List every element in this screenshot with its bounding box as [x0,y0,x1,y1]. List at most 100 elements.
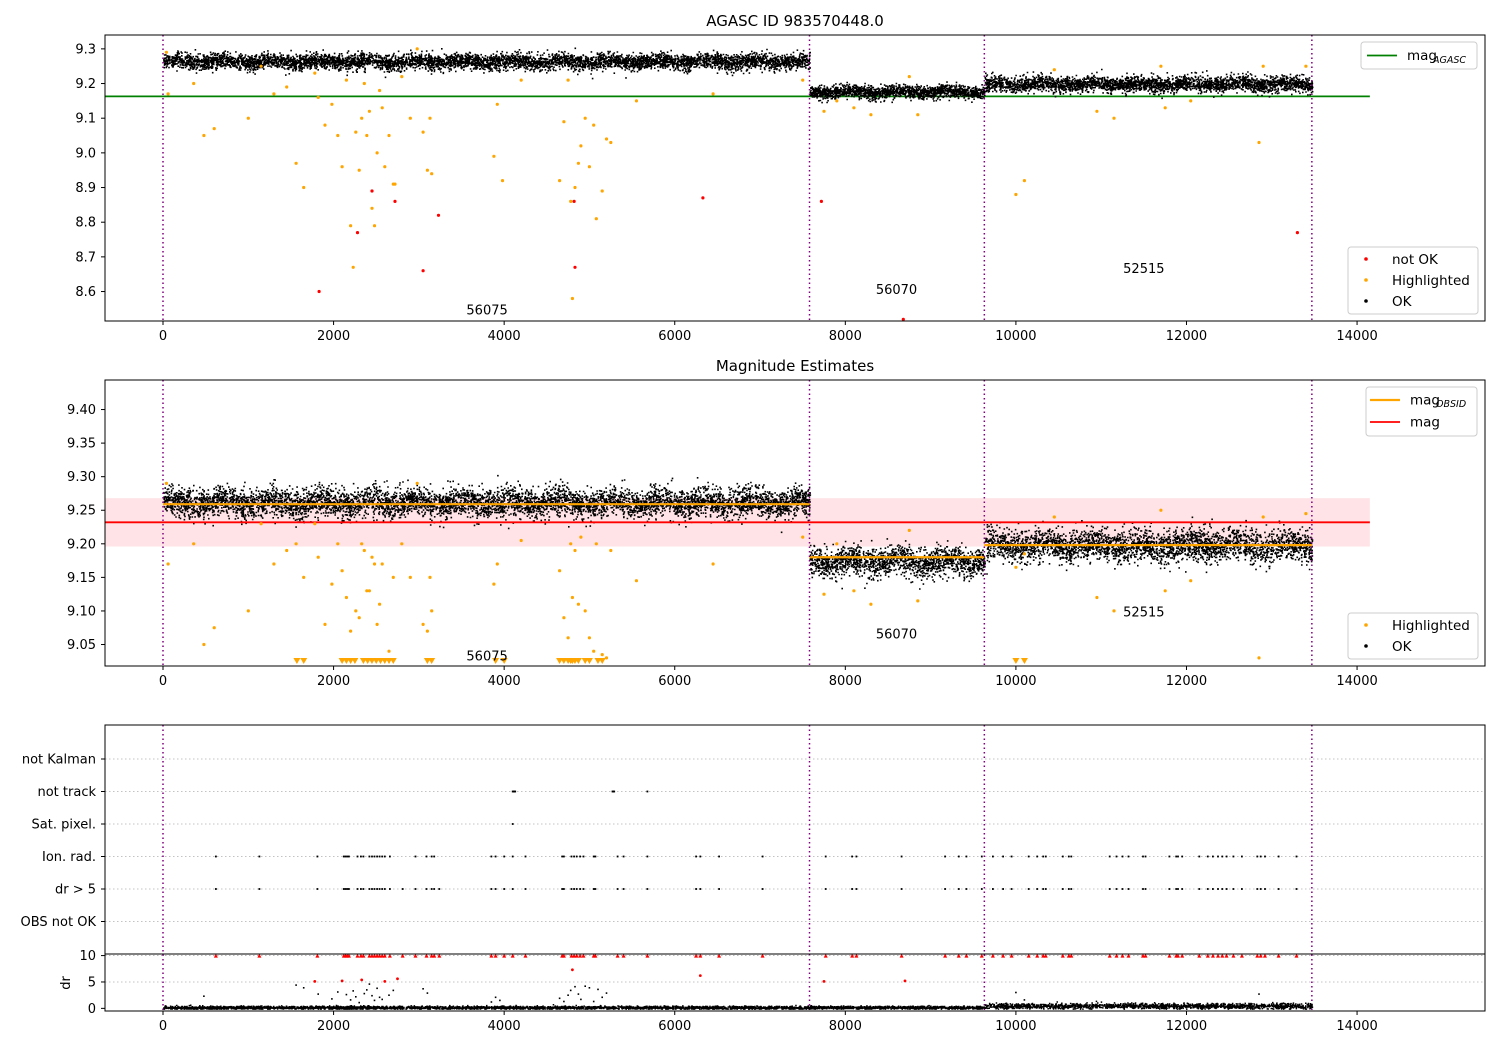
dr-point-0 [203,995,205,997]
obsid-label-56070: 56070 [876,627,917,642]
dr-point-9 [349,999,352,1001]
segment-56070-ok-points [809,81,986,104]
segment-56075-ok-points [163,47,812,80]
flag-point-dr-5-53 [992,888,994,890]
dr-point-2 [302,987,305,989]
highlighted-point-9 [294,161,298,165]
flag-point-dr-5-25 [494,888,497,890]
highlighted-point-51 [573,185,577,190]
lower-bound-marker-0 [293,658,301,664]
dr-ytick-label-0: 0 [88,1002,96,1017]
p1-xtick-label-8000: 8000 [829,329,862,344]
flag-point-dr-5-40 [646,888,649,890]
not-ok-point-11 [1295,231,1299,235]
dr-clipped-point-22 [432,953,437,958]
highlighted-point-41 [430,172,434,176]
highlighted-point-55 [604,656,609,660]
flag-point-ion-rad-0 [215,855,217,858]
p1-xtick-label-2000: 2000 [317,329,350,344]
legend-label-ok: OK [1392,294,1413,310]
flag-point-ion-rad-60 [1070,855,1073,858]
dr-clipped-point-7 [355,953,360,958]
dr-clipped-point-33 [574,953,579,958]
highlighted-point-40 [495,562,499,566]
flag-point-dr-5-46 [851,888,853,890]
dr-xtick-label-8000: 8000 [829,1019,862,1034]
highlighted-point-56 [592,123,596,127]
flag-point-ion-rad-52 [1002,855,1004,858]
p2-xtick-label-10000: 10000 [995,674,1036,689]
dr-clipped-point-9 [361,953,366,958]
highlighted-point-36 [408,116,412,120]
dr-point-10 [352,990,354,992]
legend-point-status-box [1347,246,1479,315]
flag-point-dr-5-24 [490,888,493,890]
flag-point-ion-rad-7 [356,855,359,858]
flag-point-dr-5-56 [1027,888,1030,890]
lower-bound-marker-16 [492,658,500,664]
flag-point-dr-5-41 [695,888,697,890]
dr-clipped-point-21 [429,953,434,958]
dr-axis-label: dr [59,976,74,990]
flag-point-ion-rad-47 [944,855,946,858]
p2-xtick-label-2000: 2000 [317,674,350,689]
dr-xtick-label-14000: 14000 [1336,1019,1377,1034]
flag-point-dr-5-9 [362,888,365,890]
dr-clipped-point-78 [1224,953,1229,958]
dr-clipped-point-45 [823,953,828,958]
flag-point-dr-5-30 [563,888,565,890]
legend-mag-agasc-box [1360,41,1478,70]
flag-point-dr-5-61 [1067,888,1070,890]
legend-point-status: not OK Highlighted OK [1347,246,1479,315]
dr-xtick-label-0: 0 [159,1019,167,1034]
flag-point-dr-5-2 [316,888,319,890]
panel-agasc-frame [104,34,1486,322]
dr-clipped-point-58 [1041,953,1046,958]
dr-clipped-point-55 [1009,953,1014,958]
highlighted-point-58 [600,189,604,193]
panel-flags-axes: not Kalman not track Sat. pixel. Ion. rad. d… [21,753,105,930]
flag-point-ion-rad-67 [1168,855,1171,858]
dr-clipped-point-81 [1255,953,1260,958]
highlighted-point-49 [579,535,583,539]
highlighted-point-28 [378,602,382,606]
highlighted-point-51 [587,636,592,640]
dr-clipped-point-52 [979,953,984,958]
panel-dr-data [105,953,1485,1010]
flag-point-dr-5-18 [401,888,404,890]
not-ok-point-5 [436,213,441,217]
flag-point-dr-5-75 [1212,888,1214,890]
legend-swatch-not-ok [1364,257,1368,261]
flag-point-dr-5-65 [1121,888,1124,890]
dr-high-point-7 [340,979,344,983]
flag-point-sat-pixel-0 [511,823,514,825]
highlighted-point-41 [519,538,523,543]
p2-xtick-label-12000: 12000 [1166,674,1207,689]
obsid-label-56075: 56075 [466,650,507,665]
flag-point-dr-5-57 [1036,888,1039,890]
dr-clipped-point-68 [1143,953,1148,958]
flag-point-not-track-3 [514,790,517,793]
dr-clipped-point-69 [1167,953,1172,958]
flag-point-dr-5-12 [373,888,376,890]
not-ok-point-7 [573,265,577,269]
dr-point-16 [368,983,371,985]
highlighted-point-72 [1052,68,1056,72]
dr-clipped-point-16 [382,953,387,958]
flag-point-dr-5-52 [980,888,983,890]
flag-point-dr-5-71 [1177,888,1179,890]
flag-point-dr-5-48 [900,888,903,890]
flag-point-dr-5-28 [524,888,527,890]
highlighted-point-73 [1189,579,1193,583]
dr-point-40 [588,987,591,989]
highlighted-point-13 [323,622,327,627]
dr-clipped-point-74 [1205,953,1210,958]
highlighted-point-45 [519,78,523,82]
p1-xtick-label-0: 0 [159,329,167,344]
flag-point-ion-rad-32 [579,855,581,858]
dr-clipped-point-72 [1180,953,1185,958]
highlighted-point-26 [372,562,377,566]
flag-point-ion-rad-13 [376,855,378,858]
highlighted-point-1 [166,562,170,566]
